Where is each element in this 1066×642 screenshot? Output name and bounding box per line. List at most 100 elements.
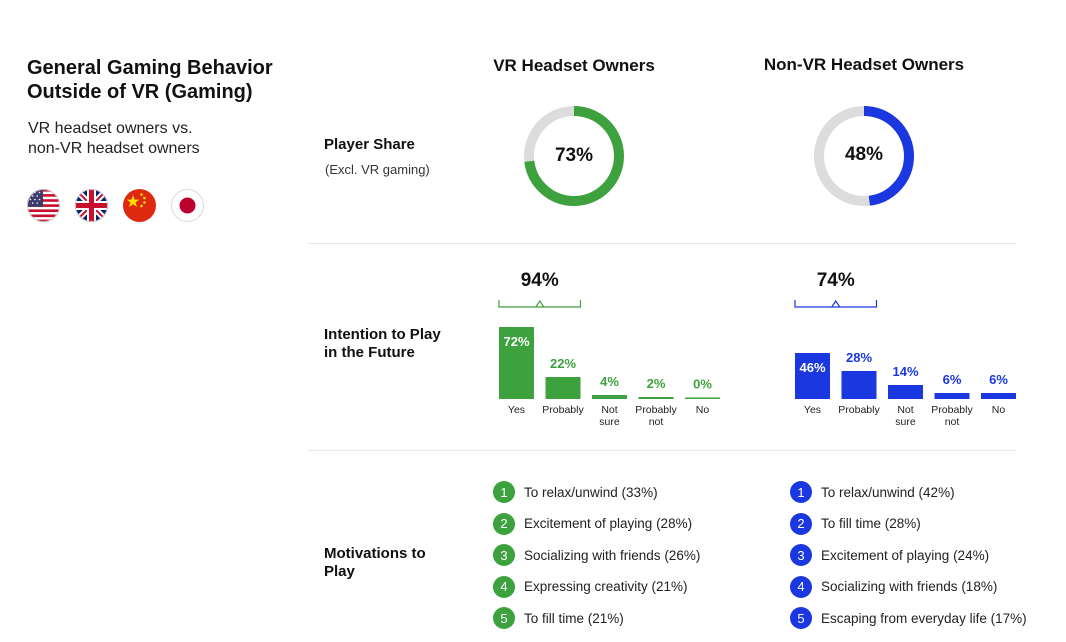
page-subtitle: VR headset owners vs. non-VR headset own… bbox=[28, 119, 200, 159]
donut-chart-nonvr bbox=[814, 106, 914, 206]
bracket-total-label: 74% bbox=[817, 270, 855, 291]
bar bbox=[934, 393, 970, 399]
motivation-list-nonvr: 1 To relax/unwind (42%) 2 To fill time (… bbox=[790, 481, 1027, 629]
rank-badge: 3 bbox=[493, 544, 515, 566]
row-label-player-share: Player Share bbox=[324, 136, 415, 153]
bar bbox=[545, 377, 581, 399]
category-label: not bbox=[649, 416, 664, 428]
bar-value-label: 72% bbox=[503, 334, 529, 349]
rank-badge: 5 bbox=[790, 607, 812, 629]
rank-badge: 4 bbox=[790, 575, 812, 598]
row-label-motivations-line-1: Motivations to bbox=[324, 545, 426, 562]
motivation-item: 5 To fill time (21%) bbox=[493, 607, 700, 629]
category-label: Yes bbox=[508, 404, 525, 416]
bar bbox=[841, 371, 877, 399]
us-flag-icon bbox=[27, 189, 60, 222]
donut-arc-vr bbox=[524, 106, 624, 206]
motivation-item: 1 To relax/unwind (33%) bbox=[493, 481, 700, 503]
motivation-text: To relax/unwind (42%) bbox=[821, 484, 955, 500]
motivation-text: Escaping from everyday life (17%) bbox=[821, 610, 1027, 626]
category-label: No bbox=[992, 404, 1006, 416]
motivation-text: Socializing with friends (18%) bbox=[821, 579, 998, 594]
bracket-line bbox=[794, 299, 878, 308]
subtitle-line-2: non-VR headset owners bbox=[28, 140, 200, 157]
category-label: No bbox=[696, 404, 710, 416]
bar bbox=[685, 397, 720, 399]
category-label: Probably bbox=[635, 404, 677, 416]
divider-2 bbox=[308, 450, 1016, 451]
bar-value-label: 14% bbox=[892, 364, 918, 379]
rank-badge: 4 bbox=[493, 575, 515, 598]
donut-chart-vr bbox=[524, 106, 624, 206]
bar-value-label: 22% bbox=[550, 356, 576, 371]
motivation-item: 5 Escaping from everyday life (17%) bbox=[790, 607, 1027, 629]
category-label: sure bbox=[599, 416, 620, 428]
category-label: Yes bbox=[804, 404, 821, 416]
donut-arc-nonvr bbox=[814, 106, 914, 206]
rank-badge: 2 bbox=[790, 512, 812, 535]
motivation-item: 2 Excitement of playing (28%) bbox=[493, 512, 700, 535]
column-header-vr: VR Headset Owners bbox=[493, 56, 655, 75]
category-label: Probably bbox=[542, 404, 584, 416]
uk-flag-icon bbox=[75, 189, 108, 222]
motivation-item: 3 Excitement of playing (24%) bbox=[790, 544, 1027, 566]
row-label-intention: Intention to Play in the Future bbox=[324, 326, 441, 362]
china-flag-icon bbox=[123, 189, 156, 222]
bar bbox=[981, 393, 1016, 399]
row-label-motivations: Motivations to Play bbox=[324, 545, 426, 581]
column-header-nonvr: Non-VR Headset Owners bbox=[763, 55, 965, 74]
divider-1 bbox=[308, 243, 1016, 244]
motivation-list-vr: 1 To relax/unwind (33%) 2 Excitement of … bbox=[493, 481, 700, 629]
motivation-item: 2 To fill time (28%) bbox=[790, 512, 1027, 535]
motivation-text: Excitement of playing (24%) bbox=[821, 547, 990, 563]
title-line-1: General Gaming Behavior bbox=[27, 57, 273, 79]
category-label: not bbox=[945, 416, 960, 428]
bar bbox=[499, 327, 534, 399]
bar bbox=[888, 385, 923, 399]
rank-badge: 1 bbox=[493, 481, 515, 503]
bar-value-label: 46% bbox=[799, 360, 825, 375]
bar-value-label: 6% bbox=[943, 372, 962, 387]
row-label-motivations-line-2: Play bbox=[324, 563, 355, 580]
category-label: Not bbox=[601, 404, 617, 416]
category-label: Probably bbox=[931, 404, 973, 416]
rank-badge: 2 bbox=[493, 512, 515, 535]
donut-label-nonvr: 48% bbox=[844, 144, 884, 165]
title-line-2: Outside of VR (Gaming) bbox=[27, 81, 253, 103]
motivation-text: Socializing with friends (26%) bbox=[524, 547, 701, 563]
motivation-text: To fill time (21%) bbox=[524, 610, 624, 626]
bar-value-label: 28% bbox=[846, 350, 872, 365]
rank-badge: 3 bbox=[790, 544, 812, 566]
category-label: sure bbox=[895, 416, 916, 428]
bar bbox=[638, 397, 674, 399]
rank-badge: 1 bbox=[790, 481, 812, 503]
row-sublabel-player-share: (Excl. VR gaming) bbox=[325, 162, 430, 177]
bar bbox=[795, 353, 830, 399]
country-flags bbox=[27, 189, 204, 222]
motivation-text: Excitement of playing (28%) bbox=[524, 516, 693, 531]
category-label: Probably bbox=[838, 404, 880, 416]
bar bbox=[592, 395, 627, 399]
motivation-item: 4 Expressing creativity (21%) bbox=[493, 575, 700, 598]
motivation-text: To relax/unwind (33%) bbox=[524, 484, 658, 500]
bar-value-label: 0% bbox=[693, 377, 712, 392]
row-label-intention-line-1: Intention to Play bbox=[324, 326, 441, 343]
row-label-intention-line-2: in the Future bbox=[324, 344, 415, 361]
category-label: Not bbox=[897, 404, 913, 416]
bracket-line bbox=[498, 299, 582, 308]
rank-badge: 5 bbox=[493, 607, 515, 629]
subtitle-line-1: VR headset owners vs. bbox=[28, 120, 193, 137]
donut-label-vr: 73% bbox=[554, 145, 594, 166]
bar-value-label: 2% bbox=[647, 376, 666, 391]
bar-value-label: 4% bbox=[600, 374, 619, 389]
page-title: General Gaming Behavior Outside of VR (G… bbox=[27, 56, 273, 104]
motivation-item: 3 Socializing with friends (26%) bbox=[493, 544, 700, 566]
bar-chart-vr: 94%72%Yes22%Probably4%Notsure2%Probablyn… bbox=[498, 270, 720, 428]
japan-flag-icon bbox=[171, 189, 204, 222]
motivation-item: 4 Socializing with friends (18%) bbox=[790, 575, 1027, 598]
bar-value-label: 6% bbox=[989, 372, 1008, 387]
bracket-total-label: 94% bbox=[521, 270, 559, 291]
motivation-text: Expressing creativity (21%) bbox=[524, 579, 688, 594]
motivation-item: 1 To relax/unwind (42%) bbox=[790, 481, 1027, 503]
